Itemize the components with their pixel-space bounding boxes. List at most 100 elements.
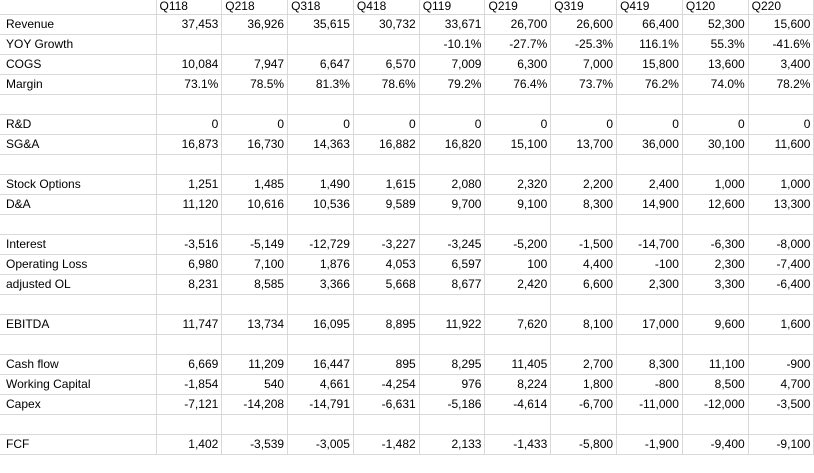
value-cell[interactable] [353, 154, 420, 175]
value-cell[interactable]: 9,600 [682, 314, 749, 335]
value-cell[interactable]: 78.5% [221, 74, 289, 95]
value-cell[interactable]: 4,661 [287, 374, 354, 395]
value-cell[interactable]: 10,616 [221, 194, 289, 215]
value-cell[interactable] [221, 334, 289, 355]
value-cell[interactable] [419, 94, 486, 115]
value-cell[interactable] [353, 334, 420, 355]
column-header-cell[interactable]: Q120 [682, 0, 749, 15]
value-cell[interactable] [484, 294, 552, 315]
value-cell[interactable]: -3,005 [287, 434, 354, 455]
value-cell[interactable]: -11,000 [616, 394, 683, 415]
value-cell[interactable]: 11,600 [748, 134, 814, 155]
value-cell[interactable]: 1,485 [221, 174, 289, 195]
value-cell[interactable]: 12,600 [682, 194, 749, 215]
value-cell[interactable] [550, 334, 618, 355]
value-cell[interactable]: 116.1% [616, 34, 683, 55]
value-cell[interactable]: 78.2% [748, 74, 814, 95]
value-cell[interactable] [353, 214, 420, 235]
value-cell[interactable]: 0 [748, 114, 814, 135]
value-cell[interactable]: 9,100 [484, 194, 552, 215]
value-cell[interactable] [287, 414, 354, 435]
value-cell[interactable]: 4,700 [748, 374, 814, 395]
value-cell[interactable]: 7,620 [484, 314, 552, 335]
value-cell[interactable] [156, 154, 223, 175]
value-cell[interactable]: 0 [616, 114, 683, 135]
value-cell[interactable]: 14,363 [287, 134, 354, 155]
column-header-cell[interactable]: Q119 [419, 0, 486, 15]
value-cell[interactable]: 17,000 [616, 314, 683, 335]
value-cell[interactable]: 30,732 [353, 14, 420, 35]
value-cell[interactable]: 540 [221, 374, 289, 395]
value-cell[interactable]: 7,000 [550, 54, 618, 75]
value-cell[interactable] [550, 214, 618, 235]
value-cell[interactable] [484, 154, 552, 175]
value-cell[interactable]: -27.7% [484, 34, 552, 55]
value-cell[interactable] [287, 94, 354, 115]
value-cell[interactable]: 8,895 [353, 314, 420, 335]
value-cell[interactable] [682, 294, 749, 315]
value-cell[interactable] [748, 154, 814, 175]
value-cell[interactable] [748, 334, 814, 355]
value-cell[interactable]: 16,882 [353, 134, 420, 155]
value-cell[interactable]: 4,400 [550, 254, 618, 275]
value-cell[interactable]: 8,300 [616, 354, 683, 375]
value-cell[interactable] [353, 414, 420, 435]
value-cell[interactable]: 11,120 [156, 194, 223, 215]
value-cell[interactable]: 6,669 [156, 354, 223, 375]
value-cell[interactable]: 1,490 [287, 174, 354, 195]
value-cell[interactable]: 13,700 [550, 134, 618, 155]
value-cell[interactable]: -800 [616, 374, 683, 395]
row-label-cell[interactable] [0, 94, 157, 115]
value-cell[interactable] [419, 214, 486, 235]
value-cell[interactable]: -1,854 [156, 374, 223, 395]
value-cell[interactable] [484, 334, 552, 355]
value-cell[interactable]: 2,080 [419, 174, 486, 195]
value-cell[interactable]: -12,000 [682, 394, 749, 415]
value-cell[interactable]: 16,820 [419, 134, 486, 155]
value-cell[interactable]: -3,539 [221, 434, 289, 455]
value-cell[interactable]: 8,585 [221, 274, 289, 295]
value-cell[interactable]: 26,700 [484, 14, 552, 35]
value-cell[interactable]: 14,900 [616, 194, 683, 215]
value-cell[interactable]: 8,224 [484, 374, 552, 395]
value-cell[interactable]: 76.2% [616, 74, 683, 95]
value-cell[interactable] [419, 294, 486, 315]
value-cell[interactable] [484, 94, 552, 115]
value-cell[interactable]: -6,631 [353, 394, 420, 415]
value-cell[interactable]: 2,300 [616, 274, 683, 295]
value-cell[interactable]: 8,231 [156, 274, 223, 295]
value-cell[interactable]: -41.6% [748, 34, 814, 55]
row-label-cell[interactable]: YOY Growth [0, 34, 157, 55]
row-label-cell[interactable] [0, 294, 157, 315]
value-cell[interactable]: 66,400 [616, 14, 683, 35]
row-label-cell[interactable]: Margin [0, 74, 157, 95]
value-cell[interactable]: -6,700 [550, 394, 618, 415]
value-cell[interactable]: 52,300 [682, 14, 749, 35]
value-cell[interactable] [484, 414, 552, 435]
value-cell[interactable] [353, 94, 420, 115]
value-cell[interactable]: 0 [682, 114, 749, 135]
value-cell[interactable]: 36,926 [221, 14, 289, 35]
value-cell[interactable]: 7,100 [221, 254, 289, 275]
value-cell[interactable]: 1,000 [682, 174, 749, 195]
value-cell[interactable]: 7,009 [419, 54, 486, 75]
value-cell[interactable] [156, 334, 223, 355]
value-cell[interactable]: 79.2% [419, 74, 486, 95]
value-cell[interactable]: 16,095 [287, 314, 354, 335]
value-cell[interactable]: 6,600 [550, 274, 618, 295]
value-cell[interactable] [484, 214, 552, 235]
value-cell[interactable]: 73.7% [550, 74, 618, 95]
value-cell[interactable]: -1,500 [550, 234, 618, 255]
value-cell[interactable] [156, 294, 223, 315]
value-cell[interactable]: -3,245 [419, 234, 486, 255]
value-cell[interactable]: 15,100 [484, 134, 552, 155]
value-cell[interactable] [419, 334, 486, 355]
value-cell[interactable]: 36,000 [616, 134, 683, 155]
row-label-cell[interactable] [0, 334, 157, 355]
value-cell[interactable] [221, 214, 289, 235]
column-header-cell[interactable]: Q220 [748, 0, 814, 15]
value-cell[interactable]: 7,947 [221, 54, 289, 75]
value-cell[interactable] [419, 154, 486, 175]
value-cell[interactable] [682, 214, 749, 235]
value-cell[interactable]: 0 [419, 114, 486, 135]
